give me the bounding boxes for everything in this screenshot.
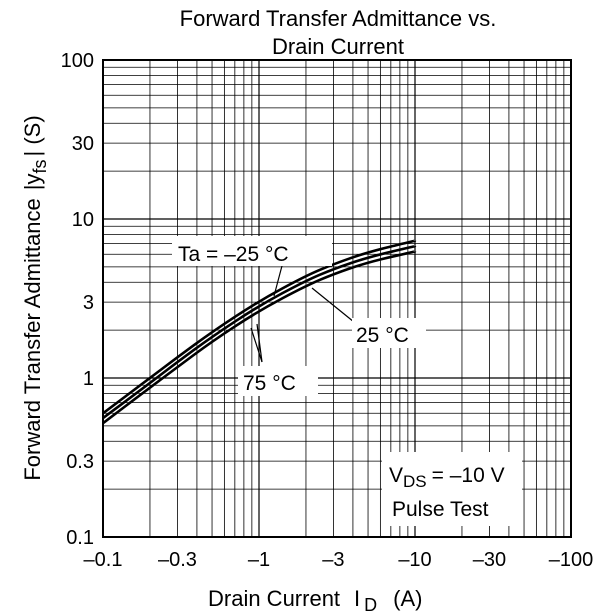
chart-title-line2: Drain Current <box>272 34 404 59</box>
x-tick-label: –100 <box>549 549 594 571</box>
x-tick-labels: –0.1 –0.3 –1 –3 –10 –30 –100 <box>84 549 594 571</box>
x-tick-label: –10 <box>398 549 431 571</box>
x-tick-label: –30 <box>473 549 506 571</box>
y-tick-label: 30 <box>72 133 94 155</box>
series-line-2 <box>102 250 416 425</box>
x-tick-label: –0.3 <box>158 549 197 571</box>
y-axis-label: Forward Transfer Admittance|yfs| (S) <box>20 115 50 480</box>
x-tick-label: –1 <box>248 549 270 571</box>
x-tick-label: –0.1 <box>84 549 123 571</box>
series-lines <box>102 239 416 425</box>
leader-line-25 <box>311 287 355 323</box>
series-label-minus25: Ta = –25 °C <box>178 243 289 266</box>
vds-annotation: VDS = –10 V <box>389 464 505 491</box>
pulse-test-annotation: Pulse Test <box>392 498 489 521</box>
y-tick-label: 10 <box>72 209 94 231</box>
leader-line-75-b <box>256 323 263 363</box>
leader-line-minus25 <box>273 261 284 297</box>
plot-frame <box>102 59 572 538</box>
series-line-1 <box>102 244 416 420</box>
label-bg-25 <box>352 318 426 348</box>
series-label-25: 25 °C <box>356 324 409 347</box>
chart-title-line1: Forward Transfer Admittance vs. <box>180 6 497 31</box>
y-tick-label: 3 <box>83 292 94 314</box>
series-label-75: 75 °C <box>243 372 296 395</box>
label-bg-75 <box>238 366 318 396</box>
label-bg-minus25 <box>172 236 332 266</box>
x-tick-label: –3 <box>322 549 344 571</box>
y-tick-label: 0.1 <box>66 527 94 549</box>
annotation-bg <box>382 452 522 526</box>
y-tick-label: 100 <box>61 50 94 72</box>
y-tick-label: 0.3 <box>66 451 94 473</box>
y-tick-label: 1 <box>83 368 94 390</box>
y-tick-labels: 0.1 0.3 1 3 10 30 100 <box>61 50 94 549</box>
grid <box>102 60 571 538</box>
x-axis-label: Drain Current I D (A) <box>208 586 423 615</box>
leader-line-75-a <box>250 327 263 363</box>
series-line-0 <box>102 239 416 415</box>
